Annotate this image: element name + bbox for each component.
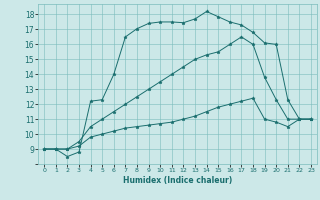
X-axis label: Humidex (Indice chaleur): Humidex (Indice chaleur) bbox=[123, 176, 232, 185]
